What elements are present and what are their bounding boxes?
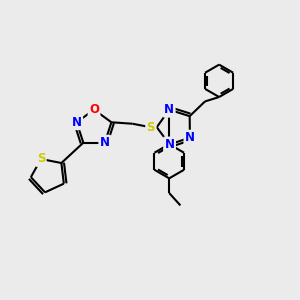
Text: N: N [72, 116, 82, 129]
Text: N: N [185, 131, 195, 144]
Text: S: S [147, 121, 155, 134]
Text: N: N [164, 103, 174, 116]
Text: O: O [89, 103, 99, 116]
Text: S: S [37, 152, 45, 166]
Text: N: N [100, 136, 110, 149]
Text: N: N [165, 138, 175, 151]
